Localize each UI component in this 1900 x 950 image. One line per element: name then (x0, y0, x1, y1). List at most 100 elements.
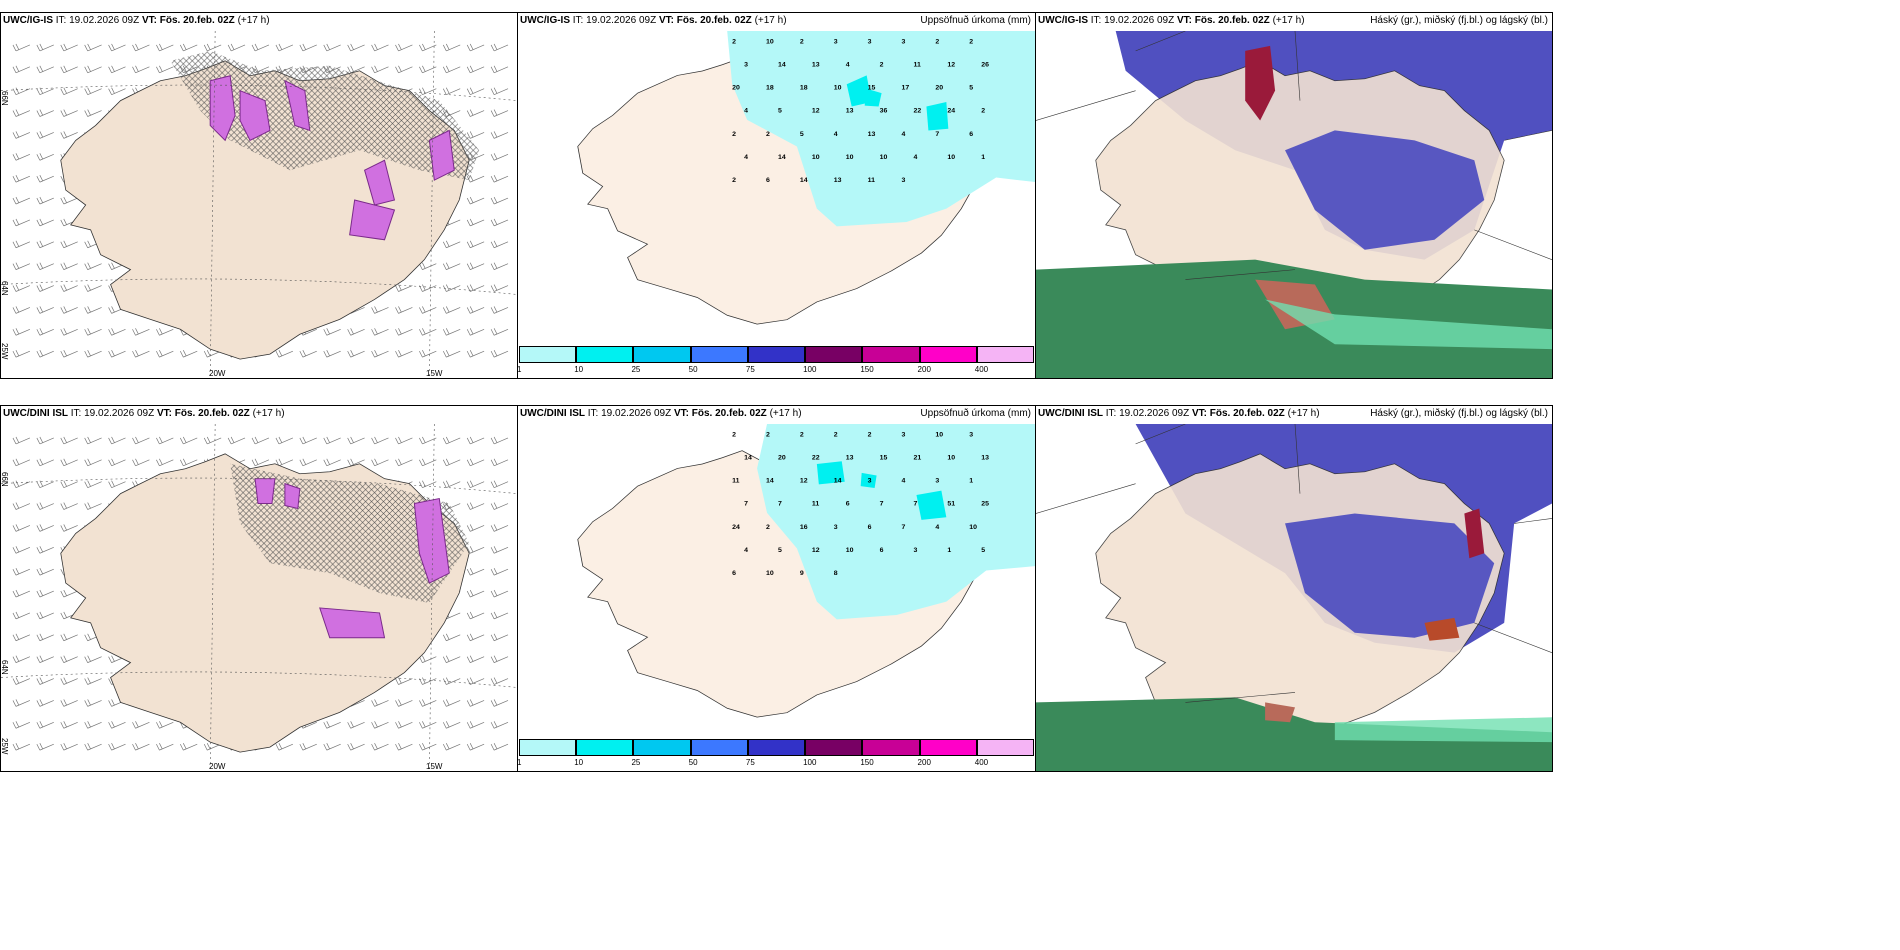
colorbar-swatch (805, 739, 863, 756)
wind-barb (419, 436, 437, 445)
colorbar-label: 150 (860, 758, 874, 767)
wind-barb (275, 350, 294, 358)
wind-barb (419, 350, 437, 358)
wind-barb (156, 458, 174, 467)
wind-barb (108, 87, 126, 95)
precip-value: 5 (778, 547, 782, 554)
wind-barb (108, 350, 126, 358)
panel-title: UWC/DINI ISL IT: 19.02.2026 09Z VT: Fös.… (520, 408, 802, 419)
wind-barb (466, 480, 485, 488)
wind-barb (419, 262, 437, 270)
precip-value: 2 (800, 39, 804, 46)
colorbar-label: 400 (974, 758, 989, 767)
colorbar-swatch (576, 739, 634, 756)
wind-barb (466, 458, 485, 467)
precip-value: 13 (846, 455, 854, 462)
precip-value: 2 (766, 432, 770, 439)
lon-label-15: 15W (426, 762, 443, 771)
wind-barb (347, 350, 365, 358)
wind-barb (419, 699, 437, 707)
wind-barb (132, 458, 150, 467)
precip-value: 2 (732, 39, 736, 46)
wind-barb (179, 743, 198, 751)
wind-barb (36, 240, 54, 249)
wind-panel-bottom: UWC/DINI ISL IT: 19.02.2026 09Z VT: Fös.… (0, 405, 518, 772)
wind-barb (419, 65, 437, 74)
wind-barb (36, 743, 54, 751)
wind-barb (299, 458, 317, 467)
precip-value: 6 (868, 524, 872, 531)
precip-value: 3 (902, 432, 906, 439)
wind-barb (466, 262, 485, 270)
precip-value: 5 (969, 85, 973, 92)
wind-barb (323, 43, 341, 52)
wind-barb (466, 589, 485, 598)
precip-value: 2 (800, 432, 804, 439)
wind-barb (490, 589, 509, 598)
wind-barb (12, 43, 31, 52)
precip-panel-bottom: UWC/DINI ISL IT: 19.02.2026 09Z VT: Fös.… (517, 405, 1036, 772)
colorbar-label: 25 (631, 365, 641, 374)
colorbar-swatch (747, 739, 806, 756)
wind-barb (466, 699, 485, 707)
wind-barb (60, 436, 78, 445)
precip-value: 10 (766, 39, 774, 46)
wind-barb (108, 480, 126, 488)
colorbar-label: 50 (688, 758, 698, 767)
wind-barb (490, 633, 509, 642)
wind-barb (179, 458, 198, 467)
precip-value: 12 (812, 547, 820, 554)
wind-barb (466, 43, 485, 52)
precip-value: 6 (732, 570, 736, 577)
precip-value: 14 (744, 455, 752, 462)
cloud-title: Háský (gr.), miðský (fj.bl.) og lágský (… (1370, 408, 1548, 419)
wind-barb (442, 350, 461, 358)
lat-label-64: 64N (0, 660, 9, 675)
wind-barb (12, 262, 31, 270)
wind-barb (36, 306, 54, 314)
precip-value: 11 (913, 62, 921, 69)
wind-barb (36, 611, 54, 620)
colorbar-label: 50 (688, 365, 698, 374)
wind-barb (371, 436, 389, 445)
wind-barb (419, 743, 437, 751)
wind-barb (490, 524, 509, 532)
wind-barb (36, 109, 54, 117)
precip-value: 1 (981, 154, 985, 161)
precip-value: 2 (766, 131, 770, 138)
precip-value: 14 (778, 154, 786, 161)
wind-barb (490, 721, 509, 729)
precip-value: 22 (913, 108, 921, 115)
wind-barb (323, 721, 341, 729)
wind-barb (12, 743, 31, 751)
wind-barb (36, 721, 54, 729)
wind-barb (419, 284, 437, 292)
precip-value: 6 (880, 547, 884, 554)
precip-value: 10 (846, 154, 854, 161)
wind-barb (60, 502, 78, 510)
wind-barb (323, 350, 341, 358)
precip-value: 1 (947, 547, 951, 554)
wind-barb (60, 262, 78, 270)
wind-barb (12, 589, 31, 598)
wind-barb (347, 43, 365, 52)
wind-barb (490, 153, 509, 161)
precip-value: 4 (846, 62, 850, 69)
wind-barb (466, 65, 485, 74)
wind-barb (12, 458, 31, 467)
precip-value: 12 (800, 478, 808, 485)
wind-barb (60, 743, 78, 751)
wind-barb (442, 436, 461, 445)
wind-barb (442, 65, 461, 74)
wind-barb (12, 502, 31, 510)
wind-barb (466, 218, 485, 227)
wind-barb (371, 306, 389, 314)
wind-barb (419, 655, 437, 663)
precip-title: Uppsöfnuð úrkoma (mm) (920, 15, 1031, 26)
wind-barb (490, 743, 509, 751)
wind-barb (60, 196, 78, 205)
precip-value: 3 (744, 62, 748, 69)
wind-barb (84, 677, 102, 685)
wind-barb (12, 240, 31, 249)
precip-value: 6 (969, 131, 973, 138)
